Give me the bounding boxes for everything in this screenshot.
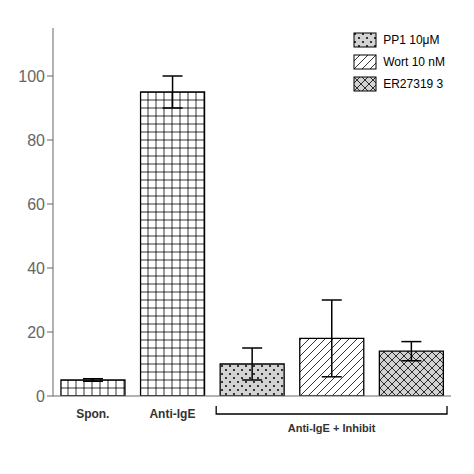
svg-text:Spon.: Spon. bbox=[76, 407, 109, 421]
svg-text:0: 0 bbox=[36, 388, 45, 405]
svg-text:40: 40 bbox=[27, 260, 45, 277]
html-text:ER27319 3: ER27319 3 bbox=[383, 77, 444, 91]
svg-text:60: 60 bbox=[27, 196, 45, 213]
html-text:Wort 10 nM: Wort 10 nM bbox=[383, 55, 445, 69]
svg-text:20: 20 bbox=[27, 324, 45, 341]
svg-text:80: 80 bbox=[27, 132, 45, 149]
svg-text:Anti-IgE: Anti-IgE bbox=[149, 407, 195, 421]
svg-text:Anti-IgE + Inhibit: Anti-IgE + Inhibit bbox=[288, 422, 376, 434]
html-text:PP1 10μM: PP1 10μM bbox=[383, 33, 440, 47]
svg-text:100: 100 bbox=[18, 68, 45, 85]
